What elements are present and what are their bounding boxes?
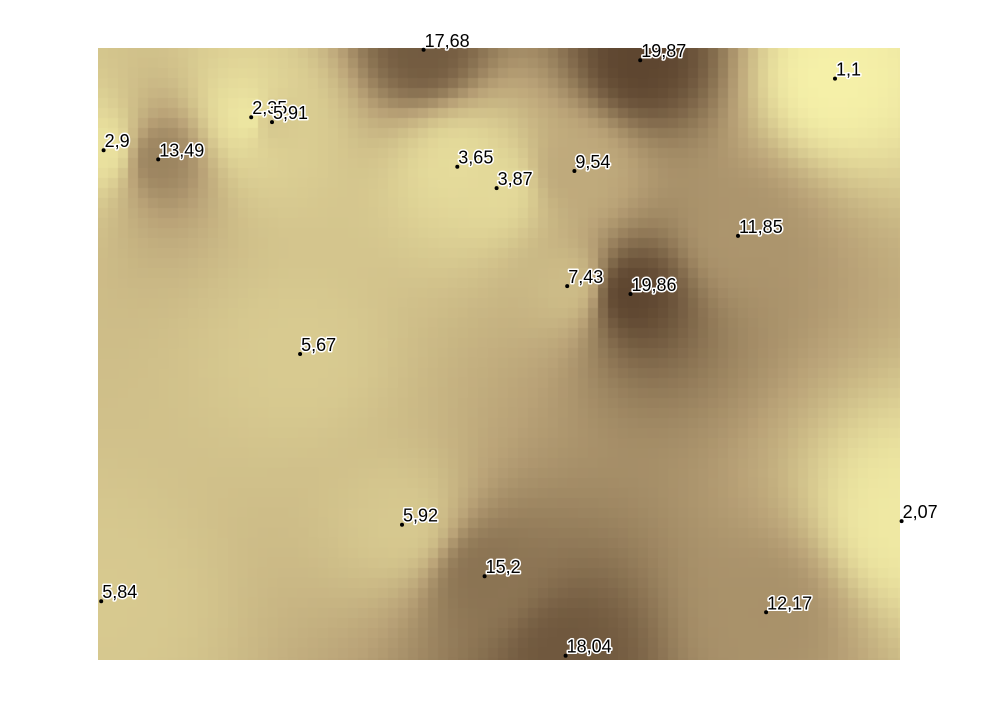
data-label-19: 18,04	[567, 637, 612, 657]
data-label-12: 19,86	[632, 275, 677, 295]
data-point-3	[249, 115, 254, 120]
data-point-19	[563, 653, 568, 658]
data-label-3: 2,35	[252, 98, 287, 118]
data-label-11: 7,43	[568, 267, 603, 287]
data-point-7	[455, 164, 460, 169]
data-label-15: 5,92	[403, 506, 438, 526]
data-point-11	[565, 284, 570, 289]
data-label-6: 13,49	[159, 140, 204, 160]
data-label-14: 2,07	[903, 502, 938, 522]
data-label-0: 17,68	[425, 31, 470, 51]
data-label-1: 19,87	[641, 41, 686, 61]
data-label-17: 5,84	[102, 582, 137, 602]
data-point-16	[482, 574, 487, 579]
data-label-10: 11,85	[739, 217, 783, 237]
data-point-4	[270, 120, 274, 125]
data-point-2	[833, 76, 837, 81]
data-point-17	[99, 599, 104, 604]
data-point-13	[298, 352, 303, 356]
data-point-14	[899, 519, 904, 524]
data-label-16: 15,2	[486, 557, 521, 577]
data-point-9	[494, 186, 499, 191]
data-label-7: 3,65	[458, 148, 493, 168]
heatmap-surface	[98, 48, 900, 660]
data-point-8	[572, 169, 577, 173]
data-point-6	[156, 157, 161, 162]
data-label-9: 3,87	[498, 169, 533, 189]
data-label-13: 5,67	[301, 335, 336, 355]
data-point-12	[628, 292, 633, 296]
data-label-4: 5,91	[273, 103, 308, 123]
data-point-5	[101, 148, 106, 153]
data-label-2: 1,1	[836, 60, 861, 80]
data-point-1	[638, 58, 643, 63]
data-label-8: 9,54	[575, 152, 610, 172]
data-point-18	[764, 610, 769, 615]
data-label-5: 2,9	[105, 131, 130, 151]
data-point-10	[736, 233, 740, 238]
data-label-18: 12,17	[767, 593, 812, 613]
data-point-0	[421, 47, 426, 52]
data-point-15	[400, 522, 404, 527]
